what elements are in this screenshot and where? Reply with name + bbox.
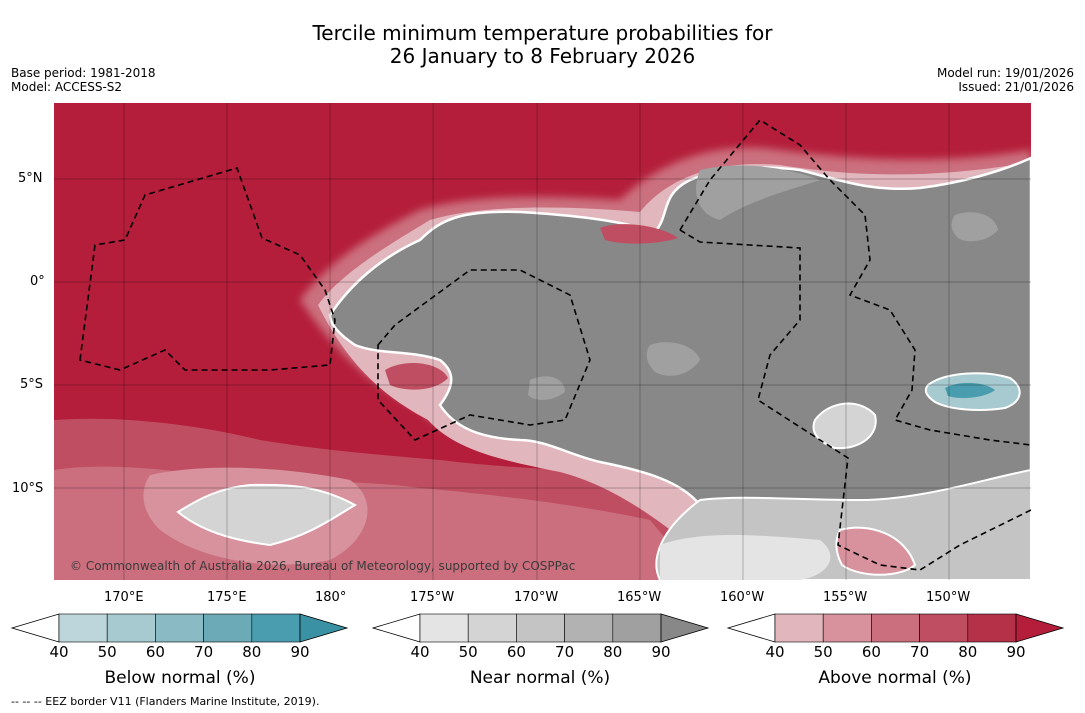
lon-label-170e: 170°E <box>104 590 144 605</box>
near-normal-70-band <box>696 165 820 220</box>
colorbar-above-tick: 60 <box>861 643 881 661</box>
colorbar-near-tick: 50 <box>458 643 478 661</box>
above-normal-pocket-west <box>385 363 448 390</box>
near-normal-70-patch-3 <box>528 376 565 400</box>
above-normal-pocket-se <box>835 526 917 576</box>
colorbar-above-tick: 90 <box>1006 643 1026 661</box>
colorbar-near-max-arrow <box>660 613 710 643</box>
colorbar-below-tick: 70 <box>194 643 214 661</box>
near-normal-70-patch <box>951 212 998 242</box>
colorbar-above-box <box>822 613 872 643</box>
lon-label-180: 180° <box>315 590 347 605</box>
title-line-2: 26 January to 8 February 2026 <box>389 44 696 68</box>
colorbar-below-box <box>251 613 301 643</box>
colorbar-near-tick: 40 <box>410 643 430 661</box>
near-normal-70-patch-2 <box>646 342 700 376</box>
lon-label-165w: 165°W <box>617 590 662 605</box>
colorbar-above-tick: 50 <box>813 643 833 661</box>
near-normal-low-patch-sw <box>176 483 358 547</box>
colorbars <box>10 613 1065 643</box>
colorbar-below-tick: 90 <box>290 643 310 661</box>
lat-label-5s: 5°S <box>20 377 44 392</box>
colorbar-below-tick: 40 <box>49 643 69 661</box>
above-normal-pocket-north <box>600 224 678 244</box>
issued-date: Issued: 21/01/2026 <box>958 80 1074 94</box>
colorbar-above-box <box>871 613 920 643</box>
colorbar-below-box <box>155 613 204 643</box>
colorbar-below-box <box>203 613 253 643</box>
colorbar-below-box <box>58 613 108 643</box>
lon-label-160w: 160°W <box>720 590 765 605</box>
colorbar-near-tick: 80 <box>603 643 623 661</box>
lat-label-10s: 10°S <box>12 481 44 496</box>
colorbar-near-min-arrow <box>371 613 421 643</box>
lon-label-175w: 175°W <box>410 590 455 605</box>
colorbar-near-box <box>564 613 614 643</box>
colorbar-near-box <box>467 613 517 643</box>
colorbar-above-tick: 40 <box>765 643 785 661</box>
colorbar-below-tick: 80 <box>242 643 262 661</box>
near-normal-60-patch <box>812 402 877 450</box>
colorbar-near-box <box>419 613 469 643</box>
base-period: Base period: 1981-2018 <box>11 66 156 80</box>
colorbar-above-box <box>967 613 1017 643</box>
eez-borders <box>79 118 1031 571</box>
colorbar-above-tick: 70 <box>910 643 930 661</box>
colorbar-near-box <box>516 613 565 643</box>
lon-label-150w: 150°W <box>926 590 971 605</box>
near-normal-40-area <box>660 535 831 580</box>
colorbar-below-box <box>106 613 156 643</box>
model-name: Model: ACCESS-S2 <box>11 80 123 94</box>
below-normal-core <box>945 382 995 398</box>
colorbar-above-box <box>774 613 824 643</box>
lat-label-0: 0° <box>30 274 45 289</box>
lat-label-5n: 5°N <box>18 171 43 186</box>
probability-map <box>54 103 1031 580</box>
colorbar-below-tick: 60 <box>145 643 165 661</box>
colorbar-below-min-arrow <box>10 613 60 643</box>
lon-label-170w: 170°W <box>514 590 559 605</box>
colorbar-label-below: Below normal (%) <box>104 668 256 688</box>
colorbar-below-tick: 50 <box>97 643 117 661</box>
colorbar-near-box <box>612 613 662 643</box>
colorbar-above-max-arrow <box>1015 613 1065 643</box>
colorbar-near-tick: 70 <box>555 643 575 661</box>
colorbar-near-tick: 60 <box>506 643 526 661</box>
colorbar-above-min-arrow <box>726 613 776 643</box>
title-line-1: Tercile minimum temperature probabilitie… <box>312 21 773 45</box>
copyright-credit: © Commonwealth of Australia 2026, Bureau… <box>70 559 576 573</box>
colorbar-label-near: Near normal (%) <box>469 668 611 688</box>
graticule <box>54 103 1031 580</box>
lon-label-175e: 175°E <box>207 590 247 605</box>
lon-label-155w: 155°W <box>823 590 868 605</box>
colorbar-above-tick: 80 <box>958 643 978 661</box>
colorbar-below-max-arrow <box>299 613 349 643</box>
colorbar-above-box <box>919 613 969 643</box>
model-run: Model run: 19/01/2026 <box>936 66 1074 80</box>
eez-footnote: -- -- -- EEZ border V11 (Flanders Marine… <box>11 695 320 708</box>
colorbar-label-above: Above normal (%) <box>818 668 972 688</box>
colorbar-near-tick: 90 <box>651 643 671 661</box>
